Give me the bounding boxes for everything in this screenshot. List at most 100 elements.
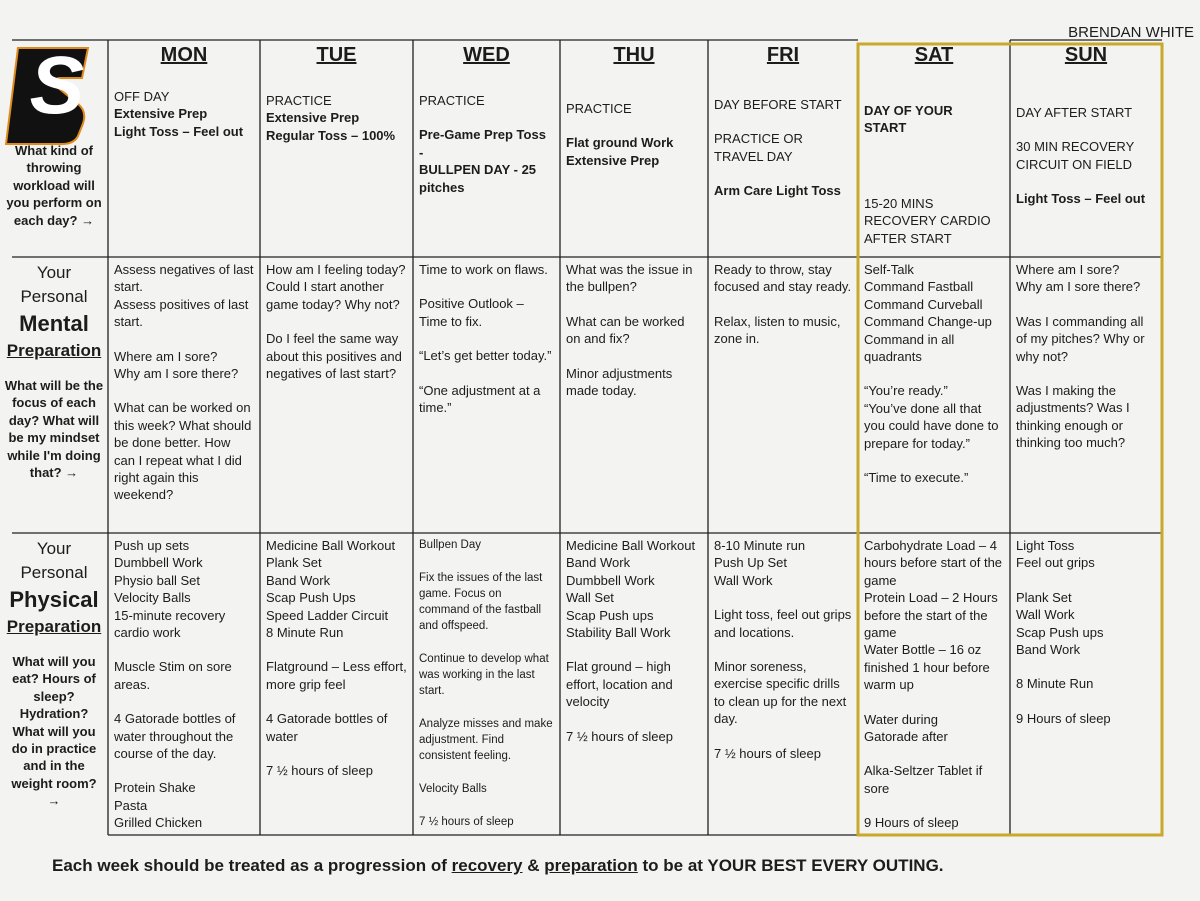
text-line: What was the issue in the bullpen? bbox=[566, 262, 693, 295]
text-group: Muscle Stim on sore areas. bbox=[114, 658, 254, 693]
text-line: Plank Set bbox=[1016, 589, 1072, 605]
text-group: Was I making the adjustments? Was I thin… bbox=[1016, 382, 1156, 452]
text-group: OFF DAY Extensive Prep Light Toss – Feel o… bbox=[114, 88, 254, 140]
logo: S bbox=[29, 40, 85, 131]
row-header: Your Personal Physical Preparation What will… bbox=[4, 537, 104, 835]
text-line: Analyze misses and make adjustment. Find… bbox=[419, 718, 553, 762]
row-question: What kind of throwing workload will you … bbox=[6, 143, 102, 228]
cell: DAY AFTER START 30 MIN RECOVERY CIRCUIT O… bbox=[1010, 104, 1162, 257]
row-header: What kind of throwing workload will you … bbox=[4, 142, 104, 257]
cell: PRACTICE Extensive Prep Regular Toss – 100… bbox=[260, 92, 413, 257]
cell: Assess negatives of last start. Assess po… bbox=[108, 261, 260, 533]
text-group: 7 ½ hours of sleep bbox=[419, 814, 554, 830]
text-line: Bullpen Day bbox=[419, 539, 482, 551]
cell: DAY OF YOUR START 15-20 MINS RECOVERY CAR… bbox=[858, 102, 1010, 257]
text-line: PRACTICE bbox=[419, 93, 485, 108]
text-group: 7 ½ hours of sleep bbox=[266, 762, 407, 779]
text-line: Extensive Prep bbox=[114, 106, 208, 122]
text-line: Speed Ladder Circuit bbox=[266, 607, 389, 623]
text-line: Regular Toss – 100% bbox=[266, 127, 396, 143]
text-line: Time to work on flaws. bbox=[419, 262, 548, 277]
text-line: 9 Hours of sleep bbox=[1016, 710, 1111, 726]
text-group: Light Toss – Feel out bbox=[1016, 190, 1156, 207]
text-line: How am I feeling today? Could I start an… bbox=[266, 262, 406, 312]
text-line: Wall Work bbox=[1016, 607, 1075, 623]
text-line: Scap Push ups bbox=[1016, 624, 1104, 640]
row-title: Your bbox=[36, 263, 72, 282]
text-line: Minor soreness, exercise specific drills… bbox=[714, 659, 847, 727]
text-group: Protein Shake Pasta Grilled Chicken bbox=[114, 779, 254, 831]
text-line: Flatground – Less effort, more grip feel bbox=[266, 659, 407, 692]
text-group: Flat ground Work Extensive Prep bbox=[566, 134, 702, 169]
text-line: 7 ½ hours of sleep bbox=[566, 728, 673, 744]
text-line: Relax, listen to music, zone in. bbox=[714, 313, 841, 347]
cell: Bullpen Day Fix the issues of the last ga… bbox=[413, 537, 560, 835]
text-line: Arm Care Light Toss bbox=[714, 183, 841, 199]
text-line: Was I commanding all of my pitches? Why … bbox=[1016, 313, 1145, 364]
cell: 8-10 Minute run Push Up Set Wall Work Light… bbox=[708, 537, 858, 835]
text-line: Assess negatives of last start. bbox=[114, 262, 254, 295]
text-line: Was I making the adjustments? Was I thin… bbox=[1016, 383, 1130, 451]
footer-part: preparation bbox=[544, 856, 638, 875]
text-group: “One adjustment at a time.” bbox=[419, 382, 554, 417]
text-group: Analyze misses and make adjustment. Find… bbox=[419, 716, 554, 764]
text-group: Continue to develop what was working in … bbox=[419, 651, 554, 699]
row-title: Preparation bbox=[6, 341, 102, 360]
student-name: BRENDAN WHITE bbox=[1068, 24, 1194, 41]
text-group: 4 Gatorade bottles of water bbox=[266, 710, 407, 745]
text-group: Do I feel the same way about this positi… bbox=[266, 330, 407, 382]
text-group: 7 ½ hours of sleep bbox=[714, 745, 852, 762]
text-line: 7 ½ hours of sleep bbox=[714, 745, 821, 761]
footer-note: Each week should be treated as a progres… bbox=[52, 856, 944, 876]
text-line: Flat ground – high effort, location and … bbox=[566, 659, 673, 710]
text-line: Flat ground Work bbox=[566, 135, 674, 151]
text-group: Water during Gatorade after bbox=[864, 711, 1004, 746]
text-line: PRACTICE bbox=[566, 101, 632, 116]
text-line: Gatorade after bbox=[864, 729, 948, 745]
text-line: Grilled Chicken bbox=[114, 815, 203, 831]
text-line: Push Up Set bbox=[714, 555, 787, 571]
text-group: PRACTICE bbox=[566, 100, 702, 117]
text-group: DAY AFTER START bbox=[1016, 104, 1156, 121]
cell: Ready to throw, stay focused and stay re… bbox=[708, 261, 858, 533]
text-line: OFF DAY bbox=[114, 89, 170, 104]
text-line: 8 Minute Run bbox=[266, 625, 344, 641]
cell: PRACTICE Pre-Game Prep Toss - BULLPEN DAY -… bbox=[413, 92, 560, 257]
text-line: Protein Shake bbox=[114, 780, 196, 796]
text-line: DAY BEFORE START bbox=[714, 97, 842, 112]
text-group: 8-10 Minute run Push Up Set Wall Work bbox=[714, 537, 852, 589]
row-header: Your Personal Mental Preparation What will b… bbox=[4, 261, 104, 533]
text-group: What can be worked on this week? What sh… bbox=[114, 399, 254, 503]
text-line: Minor adjustments made today. bbox=[566, 365, 673, 399]
text-line: Fix the issues of the last game. Focus o… bbox=[419, 572, 543, 632]
text-group: Flatground – Less effort, more grip feel bbox=[266, 658, 407, 693]
text-group: Medicine Ball Workout Plank Set Band Work S… bbox=[266, 537, 407, 641]
text-line: Band Work bbox=[566, 555, 631, 571]
cell: PRACTICE Flat ground Work Extensive Prep bbox=[560, 100, 708, 257]
text-line: Water during bbox=[864, 711, 938, 727]
row-title: Personal bbox=[20, 563, 88, 582]
text-line: “Let’s get better today.” bbox=[419, 348, 552, 364]
text-group: Time to work on flaws. bbox=[419, 261, 554, 278]
text-line: Why am I sore there? bbox=[1016, 279, 1141, 295]
text-line: PRACTICE OR TRAVEL DAY bbox=[714, 131, 803, 164]
text-group: How am I feeling today? Could I start an… bbox=[266, 261, 407, 313]
cell: OFF DAY Extensive Prep Light Toss – Feel o… bbox=[108, 88, 260, 257]
footer-part: recovery bbox=[451, 856, 523, 875]
text-group: “Let’s get better today.” bbox=[419, 347, 554, 364]
text-line: 7 ½ hours of sleep bbox=[419, 816, 514, 828]
text-group: Minor soreness, exercise specific drills… bbox=[714, 658, 852, 728]
text-group: Was I commanding all of my pitches? Why … bbox=[1016, 313, 1156, 365]
text-line: Muscle Stim on sore areas. bbox=[114, 659, 232, 692]
text-line: “One adjustment at a time.” bbox=[419, 382, 541, 416]
text-group: 9 Hours of sleep bbox=[864, 814, 1004, 831]
footer-part: Each week should be treated as a progres… bbox=[52, 856, 452, 875]
day-header: TUE bbox=[316, 44, 357, 66]
text-line: Scap Push Ups bbox=[266, 590, 356, 606]
text-line: Protein Load – 2 Hours before the start … bbox=[864, 590, 998, 641]
text-line: Feel out grips bbox=[1016, 555, 1095, 571]
text-group: What was the issue in the bullpen? bbox=[566, 261, 702, 296]
text-line: Water Bottle – 16 oz finished 1 hour bef… bbox=[864, 642, 990, 693]
text-group: PRACTICE Extensive Prep Regular Toss – 100… bbox=[266, 92, 407, 144]
